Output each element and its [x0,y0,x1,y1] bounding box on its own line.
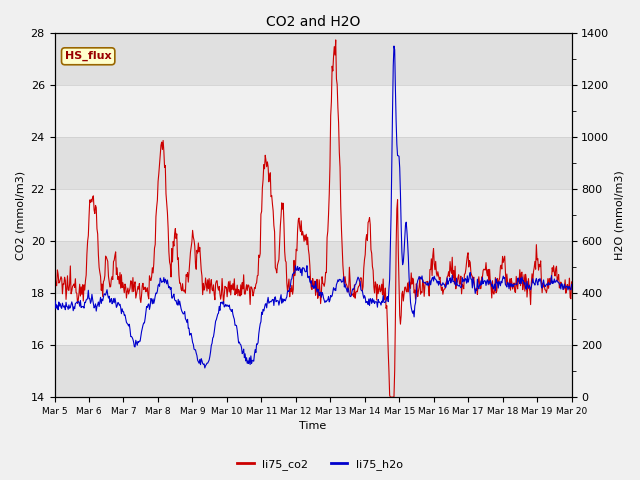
Bar [54,345,572,397]
Bar [54,33,572,85]
Y-axis label: CO2 (mmol/m3): CO2 (mmol/m3) [15,170,25,260]
li75_co2 [166,259,173,265]
li75_co2 [387,394,394,400]
Bar [54,189,572,241]
Title: CO2 and H2O: CO2 and H2O [266,15,360,29]
li75_h2o [166,284,173,289]
li75_co2 [51,278,58,284]
X-axis label: Time: Time [300,421,326,432]
li75_co2 [376,289,384,295]
li75_co2 [193,247,201,253]
li75_h2o [60,304,68,310]
li75_h2o [390,43,398,49]
Text: HS_flux: HS_flux [65,51,111,61]
li75_h2o [392,119,400,124]
li75_h2o [193,353,201,359]
Line: li75_h2o: li75_h2o [54,46,572,368]
Bar [54,137,572,189]
li75_co2 [332,37,340,43]
li75_h2o [376,300,384,306]
Legend: li75_co2, li75_h2o: li75_co2, li75_h2o [232,455,408,474]
li75_h2o [568,282,575,288]
li75_co2 [113,265,121,271]
li75_co2 [60,281,68,287]
Bar [54,293,572,345]
Line: li75_co2: li75_co2 [54,40,572,397]
Bar [54,241,572,293]
li75_co2 [392,244,400,250]
li75_h2o [113,303,121,309]
li75_h2o [201,365,209,371]
li75_h2o [51,305,58,311]
li75_co2 [568,279,575,285]
Bar [54,85,572,137]
Y-axis label: H2O (mmol/m3): H2O (mmol/m3) [615,170,625,260]
